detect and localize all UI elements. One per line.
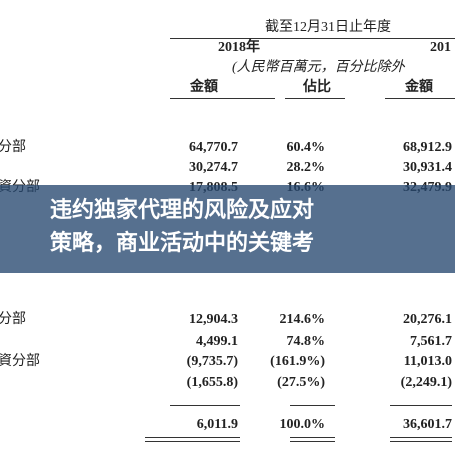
year: 2018年: [218, 40, 260, 55]
cell: (9,735.7): [186, 354, 238, 369]
cell: 100.0%: [279, 417, 326, 432]
overlay-title: 违约独家代理的风险及应对: [50, 198, 315, 223]
cell: 74.8%: [286, 334, 326, 349]
cell: (27.5%): [277, 375, 325, 390]
cell: 11,013.0: [403, 354, 452, 369]
year: 201: [430, 40, 451, 55]
cell: 60.4%: [286, 140, 326, 155]
unit: (人民幣百萬元，百分比除外: [232, 60, 405, 75]
cell: (161.9%): [270, 354, 325, 369]
row-label: 資分部: [0, 354, 40, 369]
double-rule: [390, 437, 452, 442]
cell: 7,561.7: [410, 334, 452, 349]
column-header: 金額: [405, 80, 433, 95]
cell: 12,904.3: [189, 312, 238, 327]
period-header: 截至12月31日止年度: [265, 20, 391, 35]
column-header: 佔比: [303, 80, 331, 95]
cell: 64,770.7: [189, 140, 238, 155]
cell: 30,931.4: [403, 160, 452, 175]
rule: [170, 38, 455, 39]
cell: (1,655.8): [186, 375, 238, 390]
fade: [0, 273, 455, 303]
row-label: 分部: [0, 140, 26, 155]
cell: 28.2%: [286, 160, 326, 175]
double-rule: [290, 437, 335, 442]
cell: 6,011.9: [196, 417, 238, 432]
cell: 36,601.7: [403, 417, 452, 432]
cell: 214.6%: [279, 312, 326, 327]
rule: [390, 405, 452, 406]
cell: 68,912.9: [403, 140, 452, 155]
rule: [285, 98, 345, 99]
rule: [385, 98, 455, 99]
cell: 20,276.1: [403, 312, 452, 327]
double-rule: [145, 437, 240, 442]
rule: [170, 405, 240, 406]
title-overlay: 违约独家代理的风险及应对 策略，商业活动中的关键考: [0, 185, 455, 273]
rule: [290, 405, 335, 406]
rule: [170, 98, 275, 99]
row-label: 分部: [0, 312, 26, 327]
cell: 4,499.1: [196, 334, 238, 349]
overlay-title: 策略，商业活动中的关键考: [50, 231, 315, 256]
column-header: 金額: [190, 80, 218, 95]
cell: (2,249.1): [400, 375, 452, 390]
cell: 30,274.7: [189, 160, 238, 175]
